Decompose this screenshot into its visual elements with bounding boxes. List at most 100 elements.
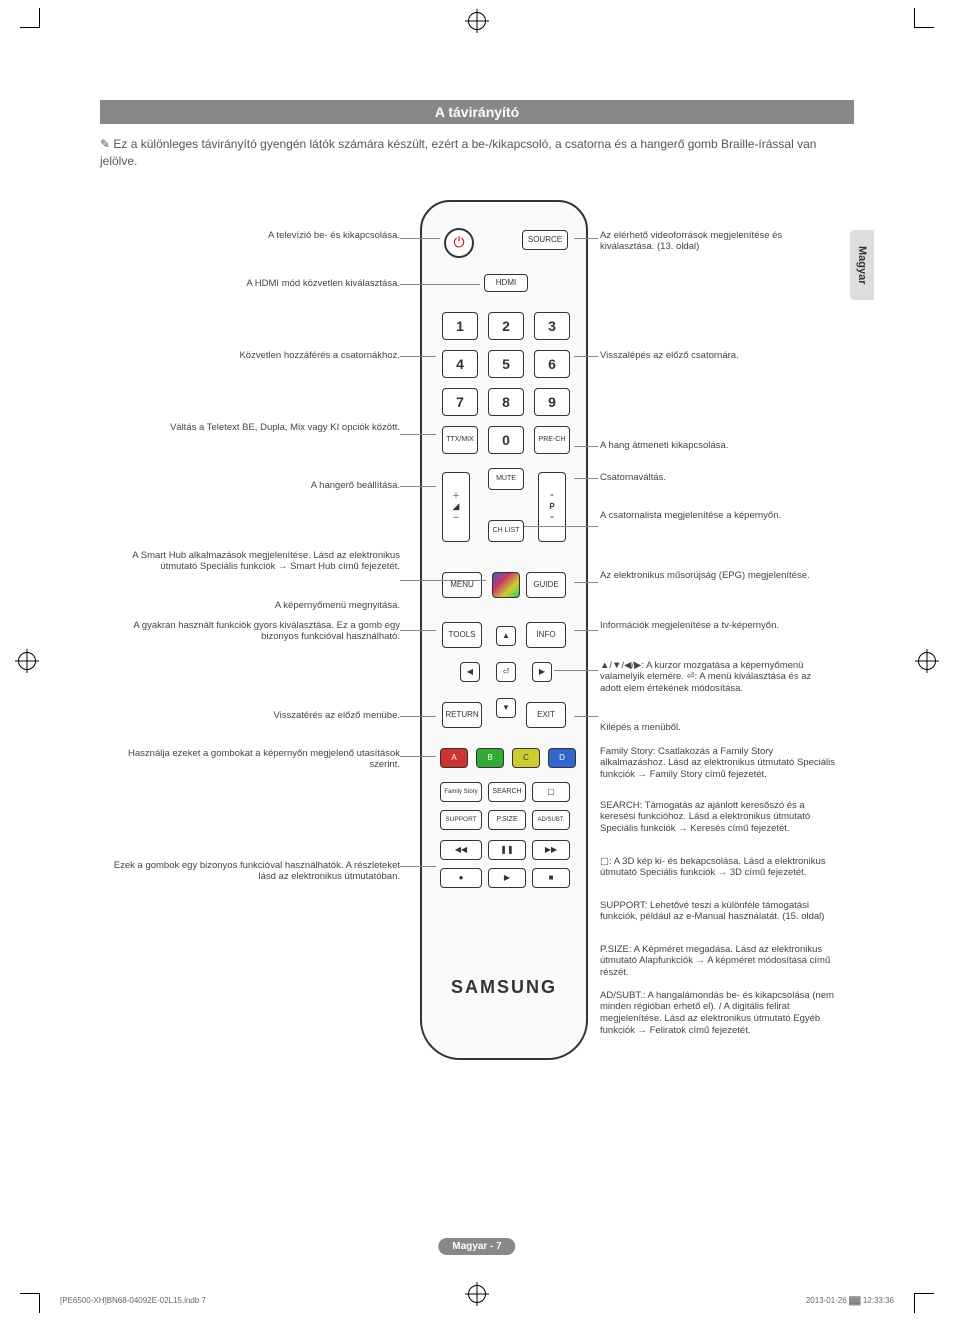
crop-mark (20, 8, 40, 28)
remote-diagram: ⏻ SOURCE HDMI 1 2 3 4 5 6 7 8 9 TTX/MIX … (100, 200, 854, 1100)
channel-rocker: ⌃ P ⌄ (538, 472, 566, 542)
leader-line (574, 630, 598, 631)
psize-button: P.SIZE (488, 810, 526, 830)
leader-line (400, 866, 436, 867)
leader-line (400, 580, 486, 581)
hdmi-button: HDMI (484, 274, 528, 292)
ch-up-icon: ⌃ (549, 493, 556, 502)
registration-mark (18, 652, 36, 670)
num-3: 3 (534, 312, 570, 340)
num-1: 1 (442, 312, 478, 340)
support-button: SUPPORT (440, 810, 482, 830)
dpad-up: ▲ (496, 626, 516, 646)
label-chup: Csatornaváltás. (600, 472, 830, 484)
rewind-button: ◀◀ (440, 840, 482, 860)
label-hdmi: A HDMI mód közvetlen kiválasztása. (100, 278, 400, 290)
remote-body: ⏻ SOURCE HDMI 1 2 3 4 5 6 7 8 9 TTX/MIX … (420, 200, 588, 1060)
record-button: ● (440, 868, 482, 888)
label-guide: Az elektronikus műsorújság (EPG) megjele… (600, 570, 830, 582)
leader-line (400, 756, 436, 757)
leader-line (524, 526, 598, 527)
label-volume: A hangerő beállítása. (100, 480, 400, 492)
color-b: B (476, 748, 504, 768)
label-familystory: Family Story: Csatlakozás a Family Story… (600, 746, 840, 782)
label-smarthub: A Smart Hub alkalmazások megjelenítése. … (100, 550, 400, 574)
footer-right: 2013-01-26 ▓▓ 12:33:36 (806, 1296, 894, 1305)
tools-button: TOOLS (442, 622, 482, 648)
guide-button: GUIDE (526, 572, 566, 598)
page-number: Magyar - 7 (438, 1238, 515, 1255)
crop-mark (914, 8, 934, 28)
label-source: Az elérhető videoforrások megjelenítése … (600, 230, 830, 254)
label-menu: A képernyőmenü megnyitása. (100, 600, 400, 612)
num-5: 5 (488, 350, 524, 378)
power-button: ⏻ (444, 228, 474, 258)
vol-plus-icon: ＋ (452, 490, 460, 501)
leader-line (574, 238, 598, 239)
color-d: D (548, 748, 576, 768)
label-search: SEARCH: Támogatás az ajánlott keresőszó … (600, 800, 840, 836)
num-8: 8 (488, 388, 524, 416)
leader-line (574, 478, 598, 479)
search-button: SEARCH (488, 782, 526, 802)
label-mute: A hang átmeneti kikapcsolása. (600, 440, 830, 452)
dpad-right: ▶ (532, 662, 552, 682)
leader-line (400, 434, 436, 435)
label-chlist: A csatornalista megjelenítése a képernyő… (600, 510, 830, 522)
label-exit: Kilépés a menüből. (600, 722, 830, 734)
label-3d: ▢: A 3D kép ki- és bekapcsolása. Lásd a … (600, 856, 840, 880)
pause-button: ❚❚ (488, 840, 526, 860)
familystory-button: Family Story (440, 782, 482, 802)
label-arrows: ▲/▼/◀/▶: A kurzor mozgatása a képernyőme… (600, 660, 830, 696)
label-colorbtns: Használja ezeket a gombokat a képernyőn … (100, 748, 400, 772)
label-tools: A gyakran használt funkciók gyors kivála… (100, 620, 400, 644)
exit-button: EXIT (526, 702, 566, 728)
dpad-left: ◀ (460, 662, 480, 682)
color-c: C (512, 748, 540, 768)
ch-down-icon: ⌄ (549, 511, 556, 520)
dpad-down: ▼ (496, 698, 516, 718)
leader-line (574, 582, 598, 583)
dpad-enter: ⏎ (496, 662, 516, 682)
num-4: 4 (442, 350, 478, 378)
num-9: 9 (534, 388, 570, 416)
registration-mark (918, 652, 936, 670)
ttxmix-button: TTX/MIX (442, 426, 478, 454)
leader-line (400, 284, 480, 285)
leader-line (400, 716, 436, 717)
label-adsubt: AD/SUBT.: A hangalámondás be- és kikapcs… (600, 990, 840, 1038)
source-button: SOURCE (522, 230, 568, 250)
menu-button: MENU (442, 572, 482, 598)
leader-line (574, 356, 598, 357)
num-7: 7 (442, 388, 478, 416)
page-content: A távirányító Ez a különleges távirányít… (100, 100, 854, 1261)
3d-button: ▢ (532, 782, 570, 802)
mute-button: MUTE (488, 468, 524, 490)
intro-note: Ez a különleges távirányító gyengén látó… (100, 136, 854, 170)
crop-mark (914, 1293, 934, 1313)
label-power: A televízió be- és kikapcsolása. (100, 230, 400, 242)
section-title: A távirányító (100, 100, 854, 124)
leader-line (574, 446, 598, 447)
leader-line (554, 670, 598, 671)
prech-button: PRE-CH (534, 426, 570, 454)
footer-meta: [PE6500-XH]BN68-04092E-02L15.indb 7 2013… (60, 1296, 894, 1305)
brand-logo: SAMSUNG (422, 977, 586, 998)
label-psize: P.SIZE: A Képméret megadása. Lásd az ele… (600, 944, 840, 980)
fforward-button: ▶▶ (532, 840, 570, 860)
info-button: INFO (526, 622, 566, 648)
p-label: P (549, 502, 554, 511)
chlist-button: CH LIST (488, 520, 524, 542)
adsubt-button: AD/SUBT. (532, 810, 570, 830)
leader-line (400, 630, 436, 631)
label-playback: Ezek a gombok egy bizonyos funkcióval ha… (100, 860, 400, 884)
crop-mark (20, 1293, 40, 1313)
label-return: Visszatérés az előző menübe. (100, 710, 400, 722)
leader-line (574, 716, 598, 717)
return-button: RETURN (442, 702, 482, 728)
stop-button: ■ (532, 868, 570, 888)
label-info: Információk megjelenítése a tv-képernyőn… (600, 620, 830, 632)
label-ttx: Váltás a Teletext BE, Dupla, Mix vagy KI… (100, 422, 400, 434)
volume-rocker: ＋ ◢ － (442, 472, 470, 542)
num-2: 2 (488, 312, 524, 340)
